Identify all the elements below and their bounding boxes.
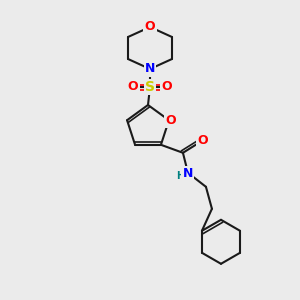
Text: O: O <box>198 134 208 147</box>
Text: N: N <box>183 167 193 180</box>
Text: O: O <box>128 80 138 94</box>
Text: O: O <box>166 114 176 127</box>
Text: O: O <box>145 20 155 34</box>
Text: N: N <box>145 62 155 76</box>
Text: O: O <box>162 80 172 94</box>
Text: H: H <box>176 171 184 181</box>
Text: S: S <box>145 80 155 94</box>
